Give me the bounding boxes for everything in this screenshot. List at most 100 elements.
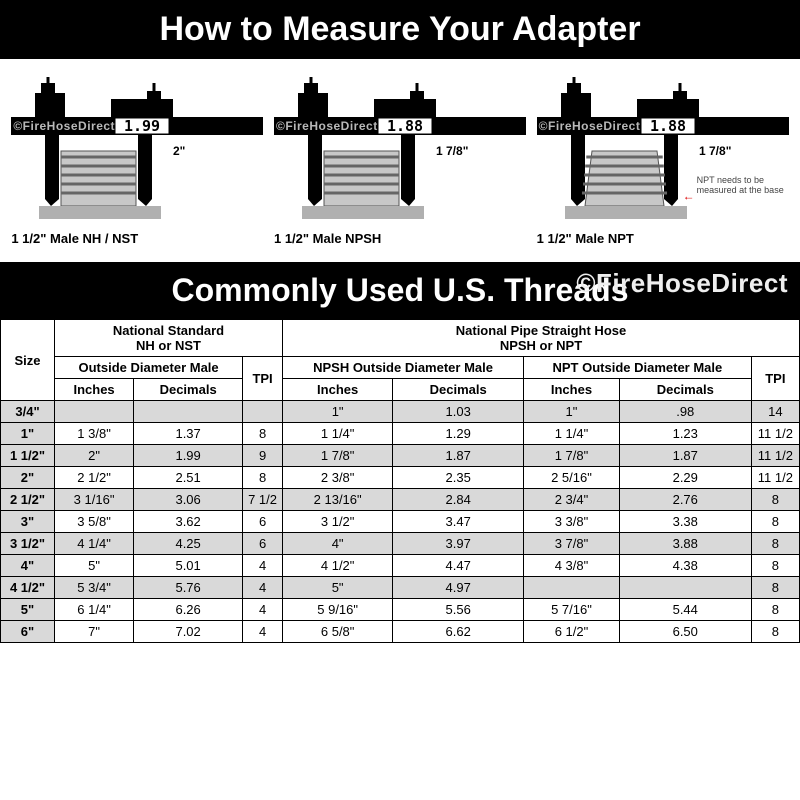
cell-npsh-in: 2 3/8": [283, 467, 393, 489]
cell-nh-tpi: 4: [243, 621, 283, 643]
cell-nh-tpi: 7 1/2: [243, 489, 283, 511]
table-row: 3/4"1"1.031".9814: [1, 401, 800, 423]
arrow-icon: ←: [683, 189, 695, 203]
th-np-line1: National Pipe Straight Hose: [283, 323, 799, 338]
cell-nh-dec: [134, 401, 243, 423]
cell-nh-dec: 5.76: [134, 577, 243, 599]
cell-size: 3/4": [1, 401, 55, 423]
cell-np-tpi: 8: [751, 555, 799, 577]
th-np-group: National Pipe Straight Hose NPSH or NPT: [283, 320, 800, 357]
cell-npsh-dec: 4.47: [393, 555, 524, 577]
cell-npt-in: 5 7/16": [524, 599, 620, 621]
cell-npsh-dec: 6.62: [393, 621, 524, 643]
th-npsh-od: NPSH Outside Diameter Male: [283, 357, 524, 379]
npt-note: NPT needs to be measured at the base: [697, 175, 787, 195]
svg-text:1.99: 1.99: [124, 117, 160, 135]
table-row: 2 1/2"3 1/16"3.067 1/22 13/16"2.842 3/4"…: [1, 489, 800, 511]
cell-npsh-dec: 5.56: [393, 599, 524, 621]
cell-npt-in: 2 5/16": [524, 467, 620, 489]
cell-nh-in: 5": [55, 555, 134, 577]
cell-size: 3": [1, 511, 55, 533]
th-npt-in: Inches: [524, 379, 620, 401]
cell-npsh-in: 1": [283, 401, 393, 423]
diagram-2: ©FireHoseDirect 1.88: [537, 77, 789, 246]
cell-npsh-in: 5": [283, 577, 393, 599]
diagram-1: ©FireHoseDirect 1.88: [274, 77, 526, 246]
th-np-tpi: TPI: [751, 357, 799, 401]
cell-nh-tpi: 8: [243, 423, 283, 445]
cell-np-tpi: 14: [751, 401, 799, 423]
cell-nh-dec: 2.51: [134, 467, 243, 489]
caliper-icon: ©FireHoseDirect 1.88: [537, 77, 789, 207]
cell-np-tpi: 8: [751, 577, 799, 599]
threads-table: Size National Standard NH or NST Nationa…: [0, 319, 800, 643]
cell-nh-dec: 3.06: [134, 489, 243, 511]
table-row: 6"7"7.0246 5/8"6.626 1/2"6.508: [1, 621, 800, 643]
th-npsh-in: Inches: [283, 379, 393, 401]
cell-npt-dec: 3.38: [619, 511, 751, 533]
cell-nh-in: 4 1/4": [55, 533, 134, 555]
cell-npt-dec: 5.44: [619, 599, 751, 621]
th-npt-dec: Decimals: [619, 379, 751, 401]
cell-size: 4": [1, 555, 55, 577]
th-nh-group: National Standard NH or NST: [55, 320, 283, 357]
cell-np-tpi: 8: [751, 511, 799, 533]
cell-nh-in: 2 1/2": [55, 467, 134, 489]
cell-npsh-in: 1 1/4": [283, 423, 393, 445]
cell-npt-dec: 1.23: [619, 423, 751, 445]
cell-npsh-dec: 1.29: [393, 423, 524, 445]
cell-nh-tpi: 6: [243, 511, 283, 533]
cell-npt-dec: 3.88: [619, 533, 751, 555]
cell-nh-tpi: 4: [243, 555, 283, 577]
cell-size: 3 1/2": [1, 533, 55, 555]
svg-text:1 7/8": 1 7/8": [699, 144, 731, 158]
table-row: 3 1/2"4 1/4"4.2564"3.973 7/8"3.888: [1, 533, 800, 555]
cell-npt-dec: 1.87: [619, 445, 751, 467]
cell-npt-in: [524, 577, 620, 599]
cell-npt-dec: 4.38: [619, 555, 751, 577]
cell-npt-in: 4 3/8": [524, 555, 620, 577]
cell-nh-tpi: 4: [243, 599, 283, 621]
cell-npt-in: 1": [524, 401, 620, 423]
diagram-row: ©FireHoseDirect 1.99: [0, 59, 800, 254]
cell-npsh-in: 5 9/16": [283, 599, 393, 621]
cell-nh-in: 3 5/8": [55, 511, 134, 533]
diagram-0: ©FireHoseDirect 1.99: [11, 77, 263, 246]
table-row: 4 1/2"5 3/4"5.7645"4.978: [1, 577, 800, 599]
cell-npt-dec: 2.76: [619, 489, 751, 511]
cell-npt-dec: [619, 577, 751, 599]
cell-nh-tpi: 6: [243, 533, 283, 555]
cell-npt-in: 6 1/2": [524, 621, 620, 643]
watermark-large: ©FireHoseDirect: [576, 268, 788, 299]
cell-nh-tpi: 9: [243, 445, 283, 467]
th-nh-line2: NH or NST: [55, 338, 282, 353]
cell-npsh-in: 3 1/2": [283, 511, 393, 533]
th-npsh-dec: Decimals: [393, 379, 524, 401]
table-row: 1 1/2"2"1.9991 7/8"1.871 7/8"1.8711 1/2: [1, 445, 800, 467]
cell-np-tpi: 8: [751, 489, 799, 511]
table-row: 3"3 5/8"3.6263 1/2"3.473 3/8"3.388: [1, 511, 800, 533]
cell-npt-in: 3 3/8": [524, 511, 620, 533]
svg-text:1.88: 1.88: [650, 117, 686, 135]
cell-npsh-in: 4 1/2": [283, 555, 393, 577]
cell-nh-in: 7": [55, 621, 134, 643]
th-npt-od: NPT Outside Diameter Male: [524, 357, 752, 379]
cell-npt-dec: 6.50: [619, 621, 751, 643]
cell-size: 1 1/2": [1, 445, 55, 467]
cell-size: 4 1/2": [1, 577, 55, 599]
caliper-icon: ©FireHoseDirect 1.99: [11, 77, 263, 207]
cell-nh-in: 1 3/8": [55, 423, 134, 445]
cell-nh-in: [55, 401, 134, 423]
cell-nh-dec: 6.26: [134, 599, 243, 621]
cell-npsh-in: 4": [283, 533, 393, 555]
watermark-small: ©FireHoseDirect: [13, 119, 115, 133]
table-row: 1"1 3/8"1.3781 1/4"1.291 1/4"1.2311 1/2: [1, 423, 800, 445]
cell-nh-tpi: 4: [243, 577, 283, 599]
cell-npsh-dec: 1.87: [393, 445, 524, 467]
cell-npsh-dec: 1.03: [393, 401, 524, 423]
watermark-small: ©FireHoseDirect: [276, 119, 378, 133]
th-nh-od: Outside Diameter Male: [55, 357, 243, 379]
cell-np-tpi: 8: [751, 621, 799, 643]
cell-nh-in: 5 3/4": [55, 577, 134, 599]
diagram-label: 1 1/2" Male NH / NST: [11, 231, 263, 246]
